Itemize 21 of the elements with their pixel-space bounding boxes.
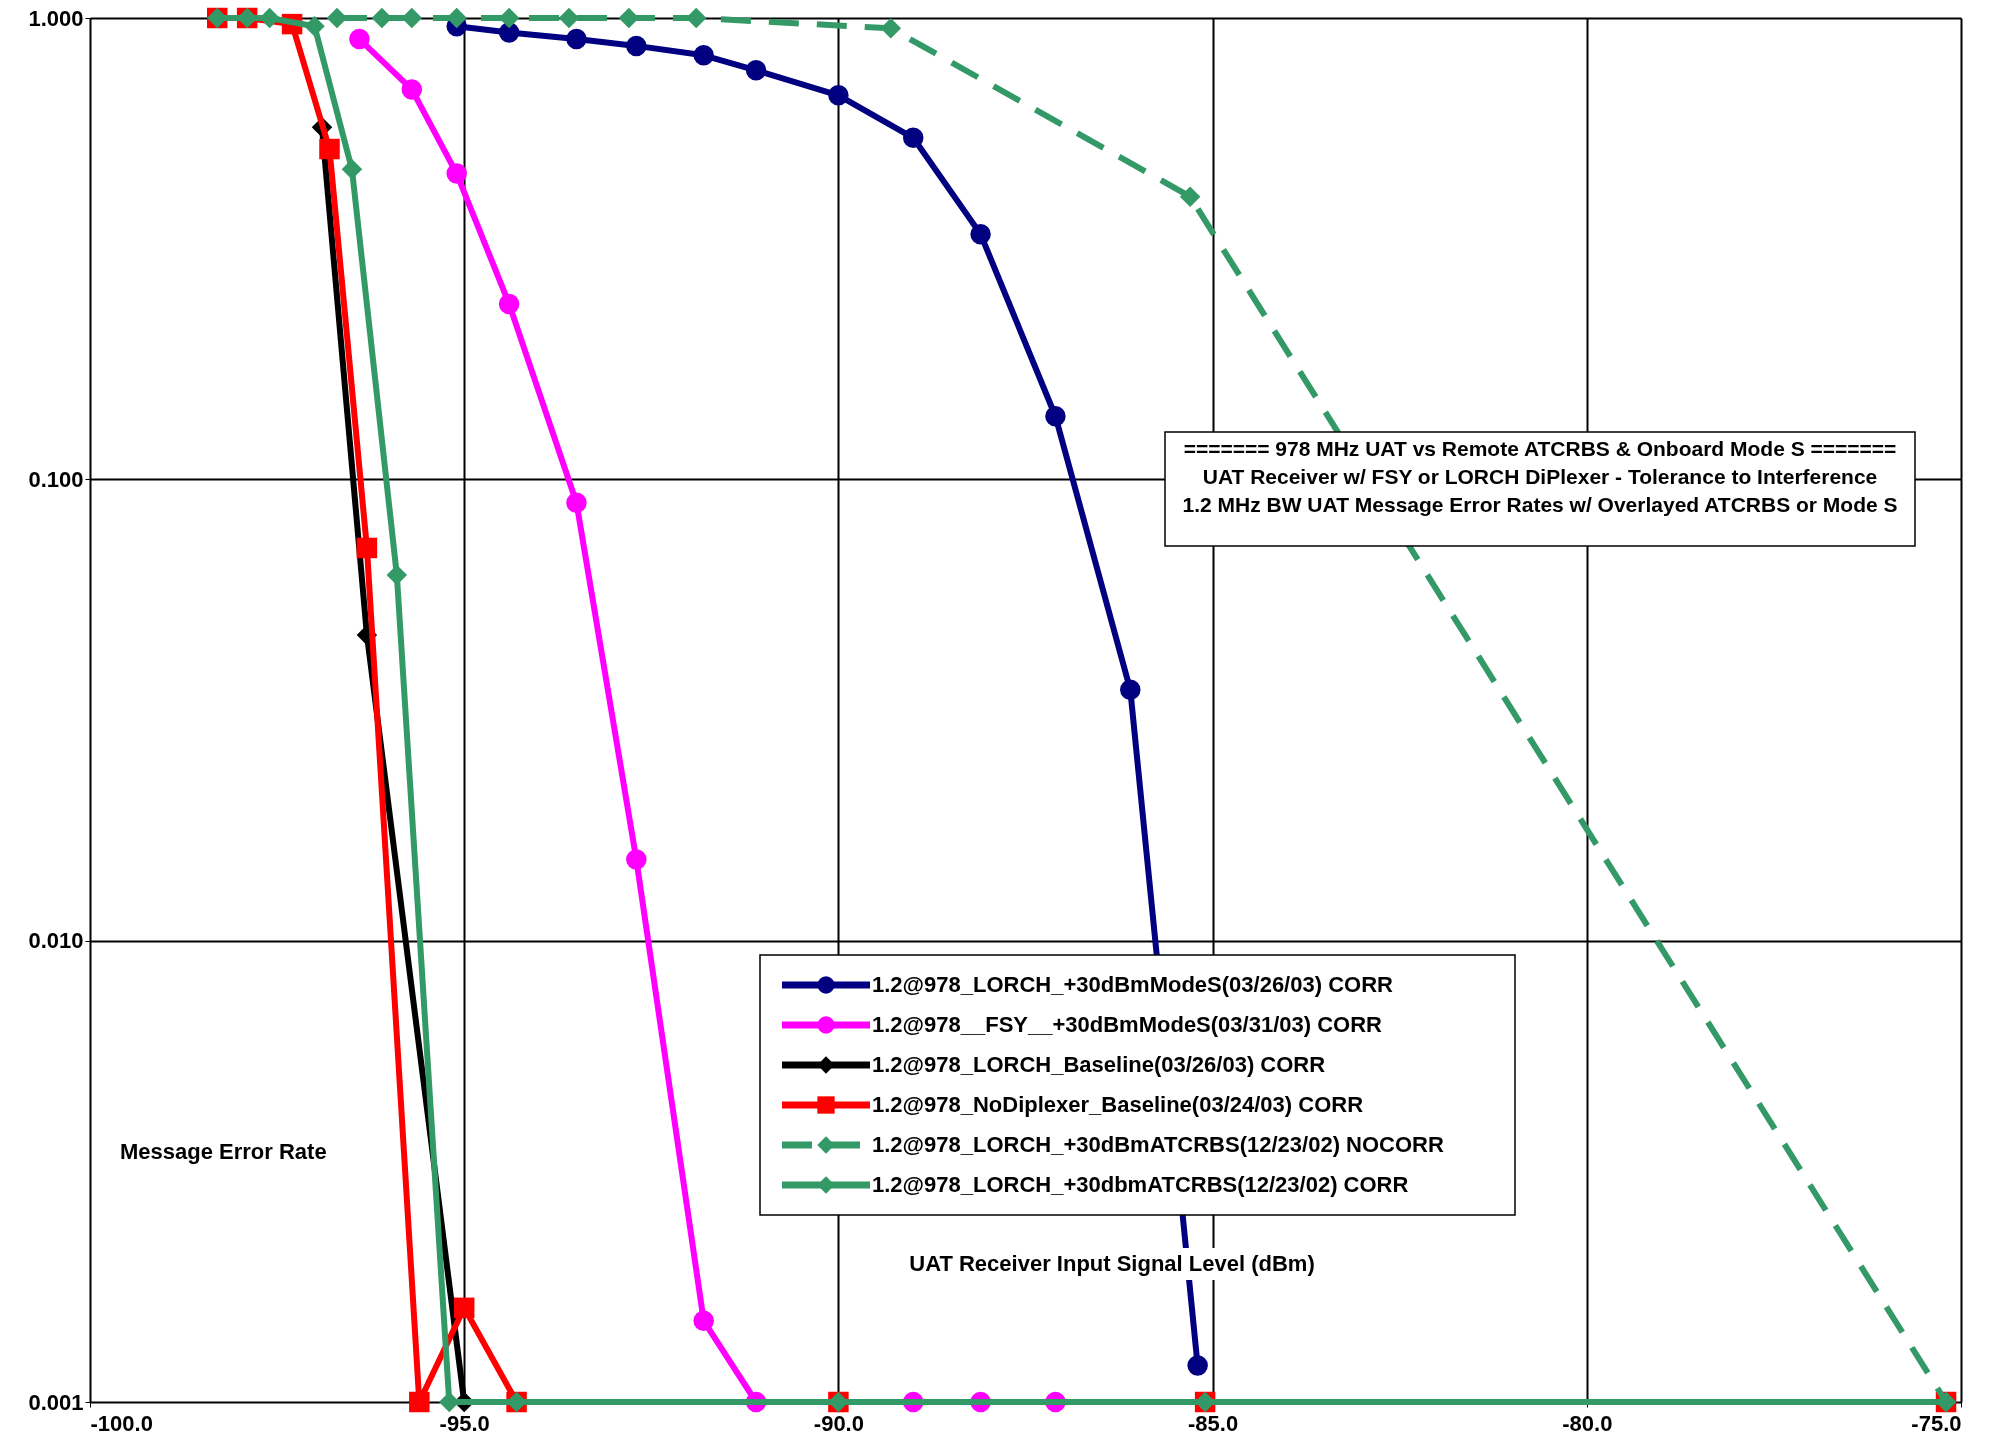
legend-label: 1.2@978__FSY__+30dBmModeS(03/31/03) CORR (872, 1012, 1383, 1037)
legend-label: 1.2@978_LORCH_Baseline(03/26/03) CORR (872, 1052, 1326, 1077)
y-axis-title: Message Error Rate (120, 1139, 327, 1164)
annotation: UAT Receiver w/ FSY or LORCH DiPlexer - Tolerance to Interference (1202, 465, 1878, 488)
annotation: ======= 978 MHz UAT vs Remote ATCRBS & Onboard Mode S ======= (1183, 437, 1897, 460)
y-tick-label: 1.000 (28, 5, 84, 31)
y-tick-label: 0.001 (28, 1389, 84, 1415)
x-tick-label: -75.0 (1911, 1410, 1962, 1436)
x-tick-label: -90.0 (813, 1410, 864, 1436)
x-tick-label: -95.0 (439, 1410, 490, 1436)
x-axis-title: UAT Receiver Input Signal Level (dBm) (909, 1251, 1315, 1276)
legend-label: 1.2@978_LORCH_+30dbmATCRBS(12/23/02) CORR (872, 1172, 1409, 1197)
annotation: 1.2 MHz BW UAT Message Error Rates w/ Overlayed ATCRBS or Mode S (1182, 493, 1898, 516)
y-tick-label: 0.010 (28, 928, 84, 954)
x-tick-label: -85.0 (1188, 1410, 1239, 1436)
legend-label: 1.2@978_LORCH_+30dBmModeS(03/26/03) CORR (872, 972, 1394, 997)
x-tick-label: -100.0 (90, 1410, 153, 1436)
legend-label: 1.2@978_NoDiplexer_Baseline(03/24/03) CORR (872, 1092, 1364, 1117)
x-tick-label: -80.0 (1562, 1410, 1613, 1436)
y-tick-label: 0.100 (28, 466, 84, 492)
legend-label: 1.2@978_LORCH_+30dBmATCRBS(12/23/02) NOCORR (872, 1132, 1444, 1157)
